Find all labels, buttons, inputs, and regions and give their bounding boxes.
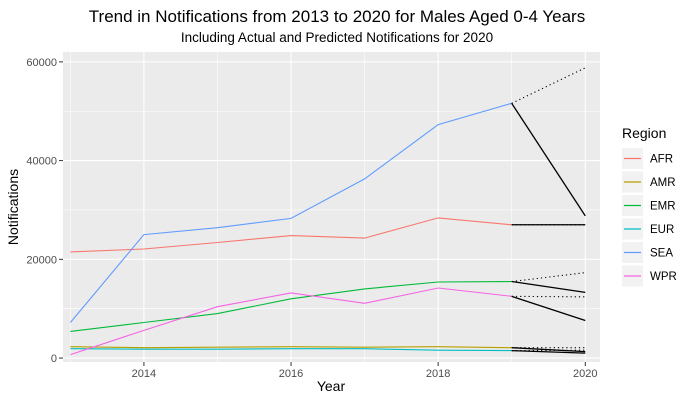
legend-item-emr: EMR	[622, 195, 676, 216]
x-tick-label: 2018	[426, 368, 450, 380]
series-line-eur	[70, 348, 512, 352]
actual-2020-sea	[511, 102, 586, 217]
legend-label: AMR	[650, 177, 676, 189]
legend-label: SEA	[650, 248, 673, 260]
segments-layer	[511, 67, 586, 354]
legend-items: AFR AMR EMR EUR SEA WPR	[622, 148, 677, 287]
legend-label: EUR	[650, 224, 674, 236]
actual-2020-eur	[511, 349, 586, 354]
x-tick-label: 2014	[132, 368, 156, 380]
legend-title: Region	[622, 125, 666, 141]
legend-label: AFR	[650, 154, 673, 166]
y-tick-label: 20000	[26, 254, 57, 266]
axis-ticks	[59, 61, 586, 366]
legend-item-amr: AMR	[622, 171, 676, 193]
actual-2020-emr	[511, 280, 586, 294]
legend-item-wpr: WPR	[622, 265, 677, 287]
series-line-emr	[70, 280, 512, 332]
chart-title: Trend in Notifications from 2013 to 2020…	[89, 7, 585, 26]
legend-label: EMR	[650, 201, 676, 213]
y-tick-label: 0	[51, 353, 57, 365]
series-line-wpr	[70, 287, 512, 356]
grid-major	[63, 52, 600, 362]
legend-item-sea: SEA	[622, 242, 673, 263]
tick-labels: 2014 2016 2018 2020 0 20000 40000 60000	[26, 57, 597, 380]
legend-item-afr: AFR	[622, 148, 673, 169]
actual-2020-wpr	[511, 295, 586, 322]
series-line-amr	[70, 346, 512, 349]
series-layer	[69, 102, 512, 356]
legend-item-eur: EUR	[622, 218, 674, 240]
actual-2020-amr	[511, 347, 586, 353]
series-line-sea	[69, 102, 512, 323]
legend: Region AFR AMR EMR EUR SEA WPR	[622, 125, 677, 287]
x-axis-title: Year	[317, 378, 346, 394]
chart-subtitle: Including Actual and Predicted Notificat…	[181, 30, 493, 45]
legend-label: WPR	[650, 271, 677, 283]
y-axis-title: Notifications	[5, 169, 21, 245]
series-line-afr	[70, 217, 512, 253]
x-tick-label: 2020	[573, 368, 597, 380]
y-tick-label: 60000	[26, 57, 57, 69]
x-tick-label: 2016	[279, 368, 303, 380]
predicted-2020-sea	[511, 67, 586, 104]
y-tick-label: 40000	[26, 156, 57, 168]
